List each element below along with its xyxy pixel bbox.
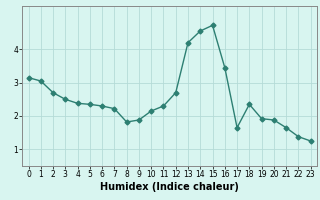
X-axis label: Humidex (Indice chaleur): Humidex (Indice chaleur) [100,182,239,192]
